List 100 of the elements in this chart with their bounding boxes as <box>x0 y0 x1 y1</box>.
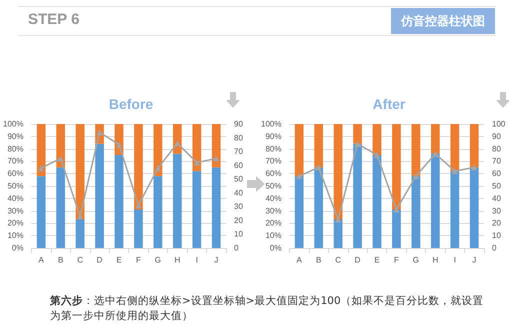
bar <box>314 124 324 168</box>
bar <box>76 124 84 220</box>
x-tick-label: H <box>174 256 180 264</box>
point <box>316 164 322 170</box>
bar <box>294 124 304 176</box>
x-tick-label: F <box>136 256 142 264</box>
y-tick-label: 30% <box>265 206 282 216</box>
bar <box>134 210 143 248</box>
x-tick-label: B <box>316 256 322 264</box>
x-tick-label: A <box>296 256 303 264</box>
point <box>354 140 361 147</box>
bar <box>392 124 401 210</box>
x-tick-label: G <box>154 256 162 264</box>
y2-tick-label: 10 <box>492 231 502 240</box>
y2-tick-label: 0 <box>492 244 497 252</box>
x-tick-label: H <box>432 256 438 264</box>
bar <box>430 124 440 154</box>
y-tick-label: 40% <box>7 194 24 203</box>
bar <box>212 124 221 168</box>
x-tick-label: J <box>214 256 218 264</box>
bar <box>114 155 124 248</box>
y2-tick-label: 40 <box>234 188 244 198</box>
y-tick-label: 50% <box>7 182 24 190</box>
y-tick-label: 0% <box>12 244 24 252</box>
point <box>154 165 161 172</box>
point <box>38 165 44 172</box>
y-tick-label: 50% <box>265 182 282 190</box>
bar <box>36 176 46 248</box>
y-tick-label: 20% <box>7 218 24 228</box>
y2-tick-label: 50 <box>234 174 244 184</box>
y-tick-label: 70% <box>7 156 24 166</box>
y-tick-label: 90% <box>265 132 282 141</box>
bar <box>450 124 460 172</box>
bar <box>172 154 182 248</box>
chart-title: After <box>372 96 406 112</box>
text: STEP 6 <box>28 11 80 28</box>
bar <box>56 124 66 168</box>
text: 第六步：选中右侧的纵坐标>设置坐标轴>最大值固定为100（如果不是百分比数，就设置为第一步中所使用的最大值） <box>50 294 485 324</box>
bar <box>95 144 104 248</box>
x-tick-label: F <box>394 256 400 264</box>
bar <box>392 210 401 248</box>
point <box>194 160 200 166</box>
bar <box>353 124 362 144</box>
bar <box>212 167 221 248</box>
bar <box>172 124 182 154</box>
x-tick-label: J <box>472 256 476 264</box>
y2-tick-label: 30 <box>492 206 502 216</box>
x-tick-label: E <box>374 256 380 264</box>
x-tick-label: I <box>196 256 198 264</box>
y2-tick-label: 50 <box>492 182 502 190</box>
x-tick-label: D <box>96 256 103 264</box>
bar <box>470 167 479 248</box>
y2-tick-label: 20 <box>234 216 244 225</box>
x-tick-label: E <box>116 256 122 264</box>
bar <box>314 167 324 248</box>
y-tick-label: 60% <box>7 169 24 178</box>
point <box>452 168 458 174</box>
x-tick-label: C <box>77 256 84 264</box>
bar <box>154 124 162 176</box>
y2-tick-label: 80 <box>234 133 244 142</box>
y-tick-label: 40% <box>265 194 282 203</box>
y2-tick-label: 70 <box>492 156 502 166</box>
x-tick-label: C <box>335 256 342 264</box>
y-tick-label: 30% <box>7 206 24 216</box>
bar <box>450 171 460 248</box>
y-tick-label: 10% <box>265 231 282 240</box>
y-tick-label: 90% <box>7 132 24 141</box>
y-tick-label: 100% <box>260 120 282 128</box>
y2-tick-label: 10 <box>234 230 244 239</box>
y2-tick-label: 70 <box>234 147 244 156</box>
y2-tick-label: 80 <box>492 144 502 154</box>
x-tick-label: I <box>454 256 456 264</box>
bar <box>134 124 143 210</box>
bar <box>353 144 362 248</box>
bar <box>192 124 202 172</box>
y-tick-label: 10% <box>7 231 24 240</box>
point <box>213 155 220 162</box>
bar <box>430 154 440 248</box>
bar <box>334 219 342 248</box>
point <box>296 173 302 180</box>
y2-tick-label: 60 <box>492 169 502 178</box>
y-tick-label: 20% <box>265 218 282 228</box>
y2-tick-label: 90 <box>492 132 502 141</box>
bar <box>412 176 420 248</box>
y-tick-label: 80% <box>7 144 24 154</box>
y-tick-label: 70% <box>265 156 282 166</box>
y2-tick-label: 40 <box>492 194 502 203</box>
x-tick-label: D <box>354 256 361 264</box>
y2-tick-label: 90 <box>234 120 244 128</box>
x-tick-label: A <box>38 256 45 264</box>
y2-tick-label: 20 <box>492 218 502 228</box>
point <box>412 173 419 180</box>
y2-tick-label: 30 <box>234 202 244 212</box>
y2-tick-label: 0 <box>234 244 239 252</box>
bar <box>334 124 342 220</box>
x-tick-label: G <box>412 256 420 264</box>
y-tick-label: 60% <box>265 169 282 178</box>
bar <box>372 155 382 248</box>
point <box>174 140 180 146</box>
point <box>471 164 478 170</box>
